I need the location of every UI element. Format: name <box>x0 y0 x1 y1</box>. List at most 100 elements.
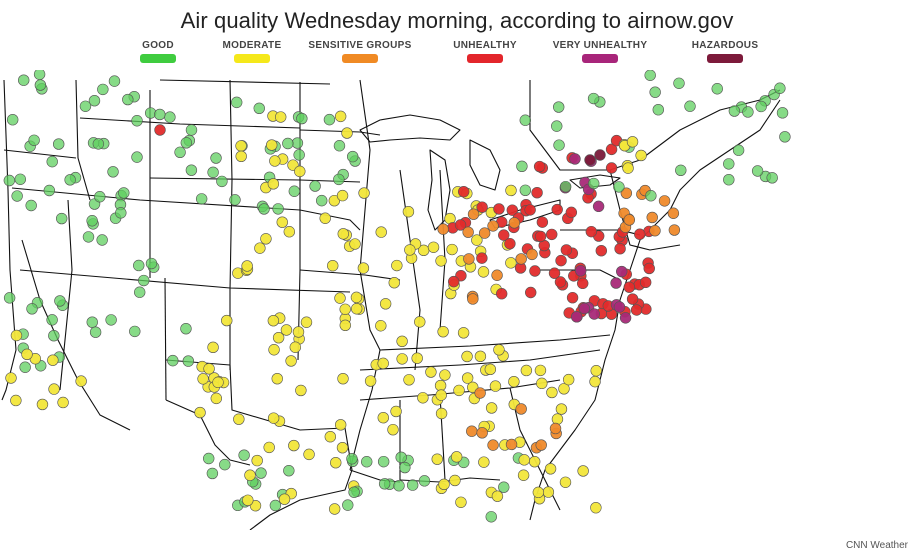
monitor-dot-moderate <box>235 140 247 152</box>
monitor-dot-unhealthy <box>548 267 561 279</box>
monitor-dot-moderate <box>435 389 447 401</box>
colorado-kansas-border <box>229 79 233 370</box>
monitor-dot-good <box>293 149 305 161</box>
monitor-dots <box>3 68 791 523</box>
monitor-dot-sensitive <box>505 438 518 451</box>
monitor-dot-sensitive <box>474 387 486 399</box>
lake-huron-outline <box>469 139 501 191</box>
monitor-dot-moderate <box>390 405 402 418</box>
monitor-dot-good <box>43 184 56 197</box>
monitor-dot-moderate <box>221 314 233 327</box>
monitor-dot-moderate <box>292 326 305 338</box>
monitor-dot-moderate <box>48 383 60 395</box>
monitor-dot-good <box>167 354 179 367</box>
monitor-dot-sensitive <box>491 269 503 281</box>
monitor-dot-good <box>361 456 373 468</box>
lake-ontario-outline <box>569 174 621 189</box>
monitor-dot-good <box>203 452 215 465</box>
monitor-dot-moderate <box>534 364 547 377</box>
monitor-dot-good <box>395 451 407 464</box>
monitor-dot-unhealthy <box>585 225 598 238</box>
monitor-dot-unhealthy <box>524 204 536 216</box>
monitor-dot-good <box>133 259 145 272</box>
monitor-dot-good <box>182 355 195 367</box>
monitor-dot-moderate <box>283 226 296 238</box>
monitor-dot-very-unhealthy <box>569 153 581 165</box>
monitor-dot-sensitive <box>478 227 491 239</box>
monitor-dot-moderate <box>505 184 517 197</box>
monitor-dot-unhealthy <box>154 124 166 136</box>
legend-label-unhealthy: UNHEALTHY <box>453 40 517 51</box>
source-credit: CNN Weather <box>845 540 908 551</box>
new-york-new-england-border <box>609 169 681 251</box>
monitor-dot-good <box>145 257 158 270</box>
monitor-dot-good <box>253 102 265 114</box>
monitor-dot-good <box>174 146 186 158</box>
monitor-dot-moderate <box>622 162 634 174</box>
monitor-dot-moderate <box>461 350 473 363</box>
monitor-dot-moderate <box>555 403 568 415</box>
monitor-dot-moderate <box>268 344 280 356</box>
monitor-dot-unhealthy <box>577 277 589 290</box>
monitor-dot-moderate <box>324 431 337 443</box>
legend-label-very-unhealthy: VERY UNHEALTHY <box>552 40 648 51</box>
monitor-dot-good <box>86 316 98 328</box>
monitor-dot-moderate <box>339 319 351 332</box>
kentucky-north-border <box>379 334 611 351</box>
monitor-dot-good <box>207 166 219 179</box>
legend-swatch-very-unhealthy <box>582 54 618 63</box>
monitor-dot-unhealthy <box>533 160 546 173</box>
monitor-dot-good <box>64 174 76 186</box>
monitor-dot-good <box>88 94 101 107</box>
monitor-dot-moderate <box>349 238 361 250</box>
monitor-dot-unhealthy <box>534 230 547 243</box>
map-canvas[interactable] <box>0 68 914 531</box>
arizona-new-mexico-border <box>164 277 167 401</box>
monitor-dot-good <box>3 174 16 187</box>
monitor-dot-good <box>485 511 497 523</box>
monitor-dot-good <box>516 160 528 173</box>
monitor-dot-moderate <box>269 155 281 167</box>
monitor-dot-moderate <box>403 374 415 386</box>
monitor-dot-good <box>94 191 106 203</box>
monitor-dot-good <box>498 481 510 493</box>
wyoming-south-border <box>149 177 361 183</box>
monitor-dot-good <box>185 124 198 136</box>
monitor-dot-unhealthy <box>626 293 639 305</box>
legend-label-sensitive-groups: SENSITIVE GROUPS <box>308 40 412 51</box>
monitor-dot-unhealthy <box>525 286 537 299</box>
monitor-dot-moderate <box>589 375 601 388</box>
monitor-dot-moderate <box>241 260 253 272</box>
monitor-dot-moderate <box>388 277 400 289</box>
monitor-dot-good <box>378 478 391 490</box>
monitor-dot-sensitive <box>649 225 661 237</box>
monitor-dot-unhealthy <box>605 143 618 156</box>
monitor-dot-moderate <box>251 454 263 467</box>
monitor-dot-hazardous <box>594 149 606 161</box>
monitor-dot-unhealthy <box>498 229 510 241</box>
air-quality-map[interactable] <box>0 68 914 531</box>
legend-item-sensitive-groups: SENSITIVE GROUPS <box>305 40 415 63</box>
monitor-dot-moderate <box>551 413 564 425</box>
monitor-dot-good <box>28 134 40 146</box>
monitor-dot-good <box>89 326 102 338</box>
monitor-dot-good <box>52 138 65 150</box>
monitor-dot-moderate <box>453 384 465 397</box>
monitor-dot-sensitive <box>515 403 527 415</box>
monitor-dot-good <box>108 75 121 87</box>
monitor-dot-moderate <box>635 149 647 162</box>
monitor-dot-good <box>333 140 346 152</box>
monitor-dot-very-unhealthy <box>588 308 600 320</box>
monitor-dot-moderate <box>294 165 306 178</box>
monitor-dot-moderate <box>450 451 463 463</box>
monitor-dot-moderate <box>404 244 416 256</box>
monitor-dot-unhealthy <box>529 265 541 277</box>
monitor-dot-good <box>283 464 295 477</box>
monitor-dot-moderate <box>357 262 370 274</box>
monitor-dot-good <box>185 164 198 176</box>
map-title: Air quality Wednesday morning, according… <box>180 8 734 33</box>
monitor-dot-moderate <box>427 241 440 253</box>
monitor-dot-good <box>54 295 66 307</box>
monitor-dot-good <box>342 499 354 511</box>
monitor-dot-moderate <box>471 234 483 246</box>
